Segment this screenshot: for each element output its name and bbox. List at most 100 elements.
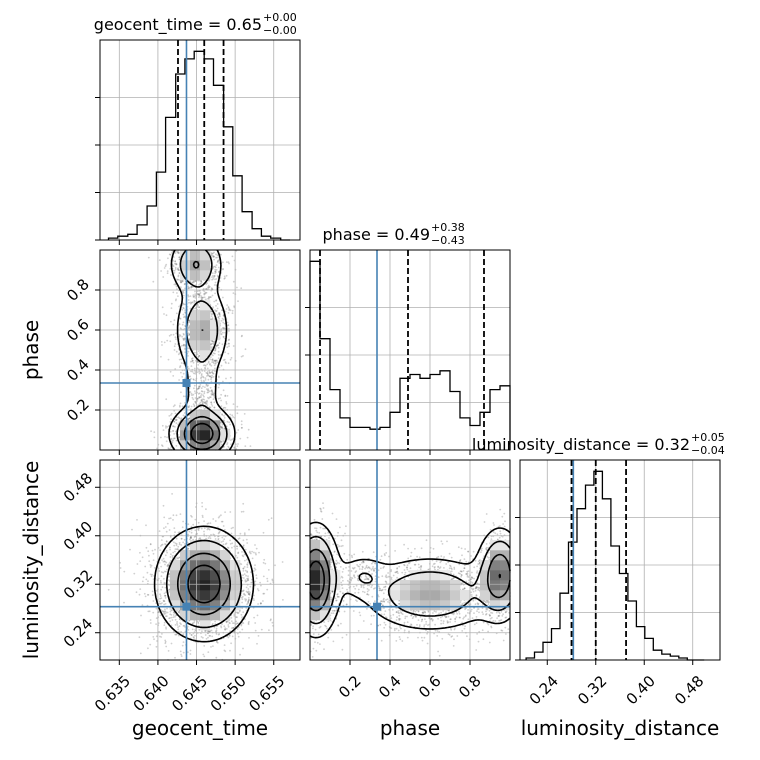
sample-point xyxy=(170,642,173,645)
sample-point xyxy=(238,537,241,540)
sample-point xyxy=(229,358,232,361)
sample-point xyxy=(207,537,210,539)
sample-point xyxy=(223,277,226,280)
sample-point xyxy=(241,598,244,601)
sample-point xyxy=(212,276,215,279)
sample-point xyxy=(218,313,221,315)
sample-point xyxy=(192,393,195,396)
sample-point xyxy=(200,394,202,397)
sample-point xyxy=(242,622,245,624)
sample-point xyxy=(176,279,179,281)
sample-point xyxy=(211,313,214,315)
sample-point xyxy=(179,280,182,283)
sample-point xyxy=(169,617,171,619)
sample-point xyxy=(176,621,179,623)
sample-point xyxy=(181,405,184,408)
sample-point xyxy=(164,610,167,612)
sample-point xyxy=(217,346,220,349)
sample-point xyxy=(202,636,204,639)
sample-point xyxy=(262,531,265,534)
sample-point xyxy=(149,643,152,646)
sample-point xyxy=(191,396,194,399)
sample-point xyxy=(160,581,162,584)
sample-point xyxy=(189,653,192,655)
sample-point xyxy=(162,429,165,431)
sample-point xyxy=(258,551,260,554)
sample-point xyxy=(184,377,187,380)
sample-point xyxy=(191,359,194,362)
sample-point xyxy=(218,366,221,369)
sample-point xyxy=(207,361,210,364)
sample-point xyxy=(240,563,243,566)
sample-point xyxy=(203,520,206,522)
sample-point xyxy=(240,623,243,626)
sample-point xyxy=(213,394,215,397)
sample-point xyxy=(225,362,227,364)
sample-point xyxy=(213,406,216,409)
sample-point xyxy=(177,274,180,277)
sample-point xyxy=(179,281,182,284)
sample-point xyxy=(139,560,142,562)
sample-point xyxy=(254,564,256,566)
sample-point xyxy=(174,558,177,561)
sample-point xyxy=(243,533,246,536)
sample-point xyxy=(194,297,197,299)
sample-point xyxy=(207,360,210,363)
sample-point xyxy=(184,315,186,318)
sample-point xyxy=(168,253,171,256)
sample-point xyxy=(194,307,197,310)
sample-point xyxy=(247,577,250,580)
sample-point xyxy=(158,259,161,261)
sample-point xyxy=(183,624,186,627)
sample-point xyxy=(225,620,228,623)
sample-point xyxy=(210,401,213,404)
sample-point xyxy=(172,425,174,428)
sample-point xyxy=(217,353,220,356)
sample-point xyxy=(223,406,226,409)
sample-point xyxy=(222,318,225,321)
sample-point xyxy=(227,306,230,308)
sample-point xyxy=(199,292,202,294)
sample-point xyxy=(166,272,169,275)
sample-point xyxy=(174,542,177,545)
sample-point xyxy=(222,268,225,270)
sample-point xyxy=(187,629,190,631)
sample-point xyxy=(179,317,182,320)
sample-point xyxy=(203,401,206,404)
sample-point xyxy=(155,617,158,620)
sample-point xyxy=(217,350,220,353)
sample-point xyxy=(153,436,156,439)
sample-point xyxy=(154,548,156,551)
sample-point xyxy=(274,564,276,567)
sample-point xyxy=(246,542,249,544)
sample-point xyxy=(257,603,259,605)
sample-point xyxy=(226,420,229,423)
sample-point xyxy=(211,390,213,393)
sample-point xyxy=(141,604,144,606)
sample-point xyxy=(214,278,216,281)
sample-point xyxy=(244,598,246,600)
sample-point xyxy=(148,554,150,557)
sample-point xyxy=(166,270,169,272)
sample-point xyxy=(249,585,252,588)
sample-point xyxy=(164,639,167,642)
sample-point xyxy=(227,307,230,309)
sample-point xyxy=(176,557,178,559)
sample-point xyxy=(221,426,223,429)
sample-point xyxy=(165,314,168,317)
sample-point xyxy=(193,404,196,407)
sample-point xyxy=(223,644,226,646)
sample-point xyxy=(170,418,173,420)
sample-point xyxy=(220,625,222,627)
sample-point xyxy=(260,584,262,587)
sample-point xyxy=(200,406,202,408)
sample-point xyxy=(223,358,226,361)
sample-point xyxy=(167,447,170,450)
sample-point xyxy=(175,514,178,517)
sample-point xyxy=(207,527,209,530)
sample-point xyxy=(215,656,218,659)
sample-point xyxy=(210,629,213,632)
sample-point xyxy=(227,339,230,341)
sample-point xyxy=(230,527,233,530)
sample-point xyxy=(212,274,214,277)
